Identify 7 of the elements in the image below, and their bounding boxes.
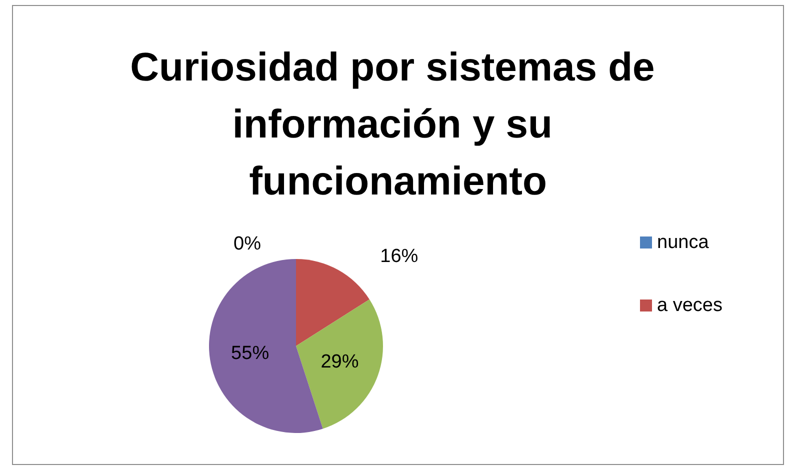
data-label: 16% [380,246,418,268]
data-label: 55% [231,342,270,364]
legend-label: a veces [657,295,722,316]
text: 0% [234,234,261,254]
data-label: 29% [320,351,359,372]
chart-title: Curiosidad por sistemas de información y su funcionamiento [130,46,666,204]
legend-label: nunca [657,232,710,253]
